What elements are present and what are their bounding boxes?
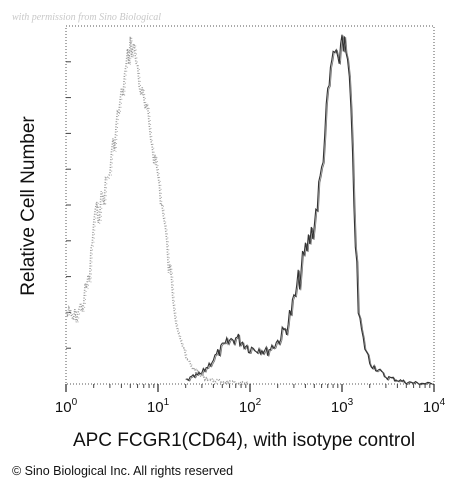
y-axis-label: Relative Cell Number [18,116,39,296]
x-tick-label: 104 [423,397,446,416]
series-trace [185,34,433,385]
plot-area [65,25,435,385]
x-tick-label: 103 [331,397,354,416]
x-tick-label: 101 [147,397,170,416]
x-tick-label: 102 [239,397,262,416]
x-tick-label: 100 [55,397,78,416]
series-dotted [65,36,251,386]
x-axis-label: APC FCGR1(CD64), with isotype control [73,430,415,451]
series-trace [65,36,249,385]
series-layer [65,34,434,386]
watermark-text: with permission from Sino Biological [12,12,161,23]
x-ticks: 100 101 102 103 104 [55,384,446,416]
plot-frame [65,25,435,385]
series-solid [185,34,434,386]
series-trace [186,35,434,386]
copyright-text: © Sino Biological Inc. All rights reserv… [12,464,234,478]
